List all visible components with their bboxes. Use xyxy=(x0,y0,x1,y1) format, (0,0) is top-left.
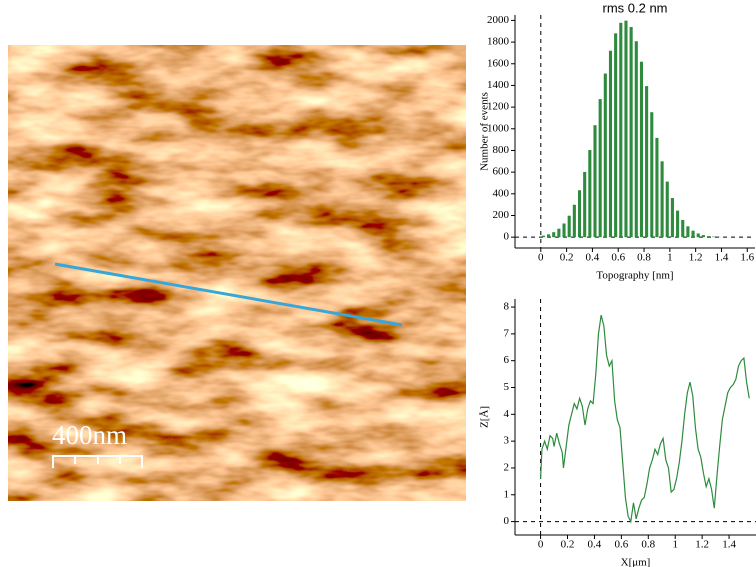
bar xyxy=(588,150,592,238)
y-tick-label: 7 xyxy=(504,327,510,339)
x-tick-label: 0.6 xyxy=(611,252,625,264)
x-tick-label: 1.4 xyxy=(722,539,736,551)
x-tick-label: 1.2 xyxy=(695,539,709,551)
bar xyxy=(691,230,695,238)
bar xyxy=(603,73,607,238)
bar xyxy=(547,234,551,238)
bar xyxy=(645,86,649,238)
bar xyxy=(583,171,587,238)
x-tick-label: 1.2 xyxy=(689,252,703,264)
x-tick-label: 0.6 xyxy=(614,539,628,551)
y-tick-label: 0 xyxy=(504,231,510,243)
x-tick-label: 0.8 xyxy=(637,252,651,264)
bar xyxy=(686,226,690,238)
bar xyxy=(624,20,628,238)
x-tick-label: 1 xyxy=(672,539,678,551)
y-tick-label: 1000 xyxy=(487,122,510,134)
bar xyxy=(619,22,623,238)
x-tick-label: 0.2 xyxy=(560,252,574,264)
bar xyxy=(577,190,582,238)
bar xyxy=(629,27,633,238)
x-tick-label: 0 xyxy=(538,539,544,551)
y-tick-label: 1600 xyxy=(487,57,510,69)
y-tick-label: 6 xyxy=(504,354,510,366)
histogram-chart: 0 200 400 600 800 1000 1200 1400 1600 1800 2000 0 0.… xyxy=(479,0,755,282)
bar xyxy=(665,181,669,238)
x-tick-label: 1.6 xyxy=(740,252,754,264)
bar xyxy=(655,137,659,238)
bar xyxy=(552,232,556,238)
y-tick-label: 0 xyxy=(504,515,510,527)
y-tick-label: 600 xyxy=(493,166,510,178)
bar xyxy=(660,161,664,238)
y-tick-label: 800 xyxy=(493,144,510,156)
x-tick-label: 1.4 xyxy=(715,252,729,264)
x-tick-label: 0 xyxy=(538,252,544,264)
profile-chart: 0 1 2 3 4 5 6 7 8 0 0.2 0.4 0.6 0.8 1 1.2 1.4 X[μm] Z[Å] xyxy=(479,299,756,567)
bar xyxy=(598,99,602,238)
chart-title: rms 0.2 nm xyxy=(602,0,667,15)
x-tick-label: 1 xyxy=(667,252,673,264)
bar xyxy=(707,236,711,238)
bar xyxy=(701,235,705,238)
bar xyxy=(696,233,700,238)
y-axis-label: Z[Å] xyxy=(479,406,491,428)
y-tick-label: 1200 xyxy=(487,101,510,113)
bar xyxy=(562,223,566,238)
bar xyxy=(681,219,685,238)
x-tick-label: 0.8 xyxy=(641,539,655,551)
y-tick-label: 200 xyxy=(493,209,510,221)
x-tick-label: 0.4 xyxy=(588,539,602,551)
y-tick-label: 2 xyxy=(504,461,510,473)
profile-line xyxy=(54,262,403,327)
bar xyxy=(567,215,571,238)
y-tick-label: 1 xyxy=(504,488,510,500)
y-axis-label: Number of events xyxy=(479,92,491,171)
y-tick-label: 400 xyxy=(493,187,510,199)
bar xyxy=(614,33,618,238)
y-tick-label: 3 xyxy=(504,435,510,447)
bar xyxy=(670,198,674,238)
bar xyxy=(634,41,638,238)
bar xyxy=(712,236,716,238)
scale-bar xyxy=(52,455,143,468)
topography-map xyxy=(8,45,466,501)
bar xyxy=(676,210,680,238)
y-tick-label: 1800 xyxy=(487,36,510,48)
bar xyxy=(593,125,597,238)
bar xyxy=(608,50,613,238)
x-axis-label: X[μm] xyxy=(621,557,651,567)
bar xyxy=(557,228,561,238)
afm-image: 400nm xyxy=(8,45,466,501)
bar xyxy=(639,61,643,238)
y-tick-label: 2000 xyxy=(487,14,510,26)
y-tick-label: 8 xyxy=(504,301,510,313)
bar xyxy=(650,112,654,238)
x-axis-label: Topography [nm] xyxy=(596,270,673,282)
y-tick-label: 4 xyxy=(504,408,510,420)
profile-line xyxy=(539,314,750,524)
y-tick-label: 1400 xyxy=(487,79,510,91)
bar xyxy=(541,235,545,238)
x-tick-label: 0.4 xyxy=(586,252,600,264)
y-tick-label: 5 xyxy=(504,381,510,393)
bar xyxy=(572,204,576,238)
x-tick-label: 0.2 xyxy=(561,539,575,551)
scale-bar-label: 400nm xyxy=(52,420,127,450)
